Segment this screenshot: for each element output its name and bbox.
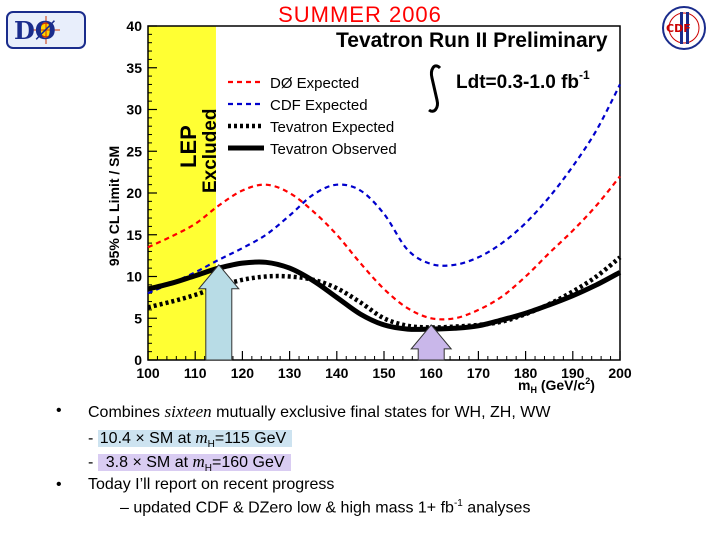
y-tick-label: 10 (126, 269, 142, 285)
lumi-text: Ldt=0.3-1.0 fb (456, 72, 579, 93)
cdf-logo: CDF (662, 6, 706, 50)
bullet-1-sub-2: - 3.8 × SM at mH=160 GeV (88, 452, 291, 474)
y-tick-label: 15 (126, 227, 142, 243)
y-axis-label: 95% CL Limit / SM (106, 146, 122, 266)
x-tick-label: 120 (231, 365, 255, 381)
bullet-1-sub-1: - 10.4 × SM at mH=115 GeV (88, 428, 293, 450)
x-tick-label: 130 (278, 365, 302, 381)
y-tick-label: 35 (126, 60, 142, 76)
mass-arrow (197, 264, 240, 361)
y-tick-label: 0 (134, 352, 142, 368)
excluded-label: Excluded (200, 109, 221, 193)
y-tick-label: 25 (126, 143, 142, 159)
bullet-dot: • (56, 402, 62, 419)
d0-logo: DØ (6, 11, 86, 49)
highlight-115: 10.4 × SM at mH=115 GeV (97, 428, 293, 450)
x-tick-label: 170 (467, 365, 491, 381)
chart-title: Tevatron Run II Preliminary (336, 29, 608, 52)
lep-excluded-label: LEP Excluded (176, 109, 221, 193)
x-tick-label: 190 (561, 365, 585, 381)
bullet-dot: • (56, 476, 62, 493)
integral-sign (428, 64, 442, 113)
x-axis-label: mH (GeV/c2) (518, 376, 595, 395)
mass-arrow (410, 324, 453, 361)
lep-label: LEP (176, 125, 201, 168)
svg-text:Ldt=0.3-1.0 fb-1: Ldt=0.3-1.0 fb-1 (456, 68, 590, 93)
slide-title: SUMMER 2006 (278, 2, 442, 27)
lumi-sup: -1 (579, 68, 590, 82)
highlight-160: 3.8 × SM at mH=160 GeV (97, 452, 291, 474)
legend-label: Tevatron Expected (270, 119, 394, 136)
legend: DØ Expected CDF Expected Tevatron Expected… (228, 75, 397, 158)
series-line-3 (147, 259, 622, 332)
legend-label: Tevatron Observed (270, 141, 397, 158)
y-tick-label: 20 (126, 185, 142, 201)
lumi-annotation: Ldt=0.3-1.0 fb-1 (428, 64, 590, 113)
x-tick-label: 160 (420, 365, 444, 381)
legend-label: DØ Expected (270, 75, 359, 92)
x-tick-label: 100 (136, 365, 160, 381)
y-tick-label: 5 (134, 310, 142, 326)
x-tick-label: 180 (514, 365, 538, 381)
y-tick-label: 40 (126, 18, 142, 34)
legend-label: CDF Expected (270, 97, 368, 114)
bullet-2-sub: – updated CDF & DZero low & high mass 1+… (120, 498, 531, 517)
lep-excluded-region (148, 26, 216, 360)
x-tick-label: 150 (372, 365, 396, 381)
x-tick-label: 110 (184, 365, 207, 381)
x-tick-label: 140 (325, 365, 349, 381)
x-tick-label: 200 (608, 365, 632, 381)
limit-chart: 100 110 120 130 140 150 160 170 180 190 200 0 5 10 15 2… (106, 18, 632, 395)
d0-logo-text: DØ (14, 16, 56, 45)
series-line-1 (147, 83, 621, 295)
series-line-0 (147, 175, 621, 321)
y-tick-label: 30 (126, 102, 142, 118)
cdf-logo-text: CDF (666, 22, 691, 35)
